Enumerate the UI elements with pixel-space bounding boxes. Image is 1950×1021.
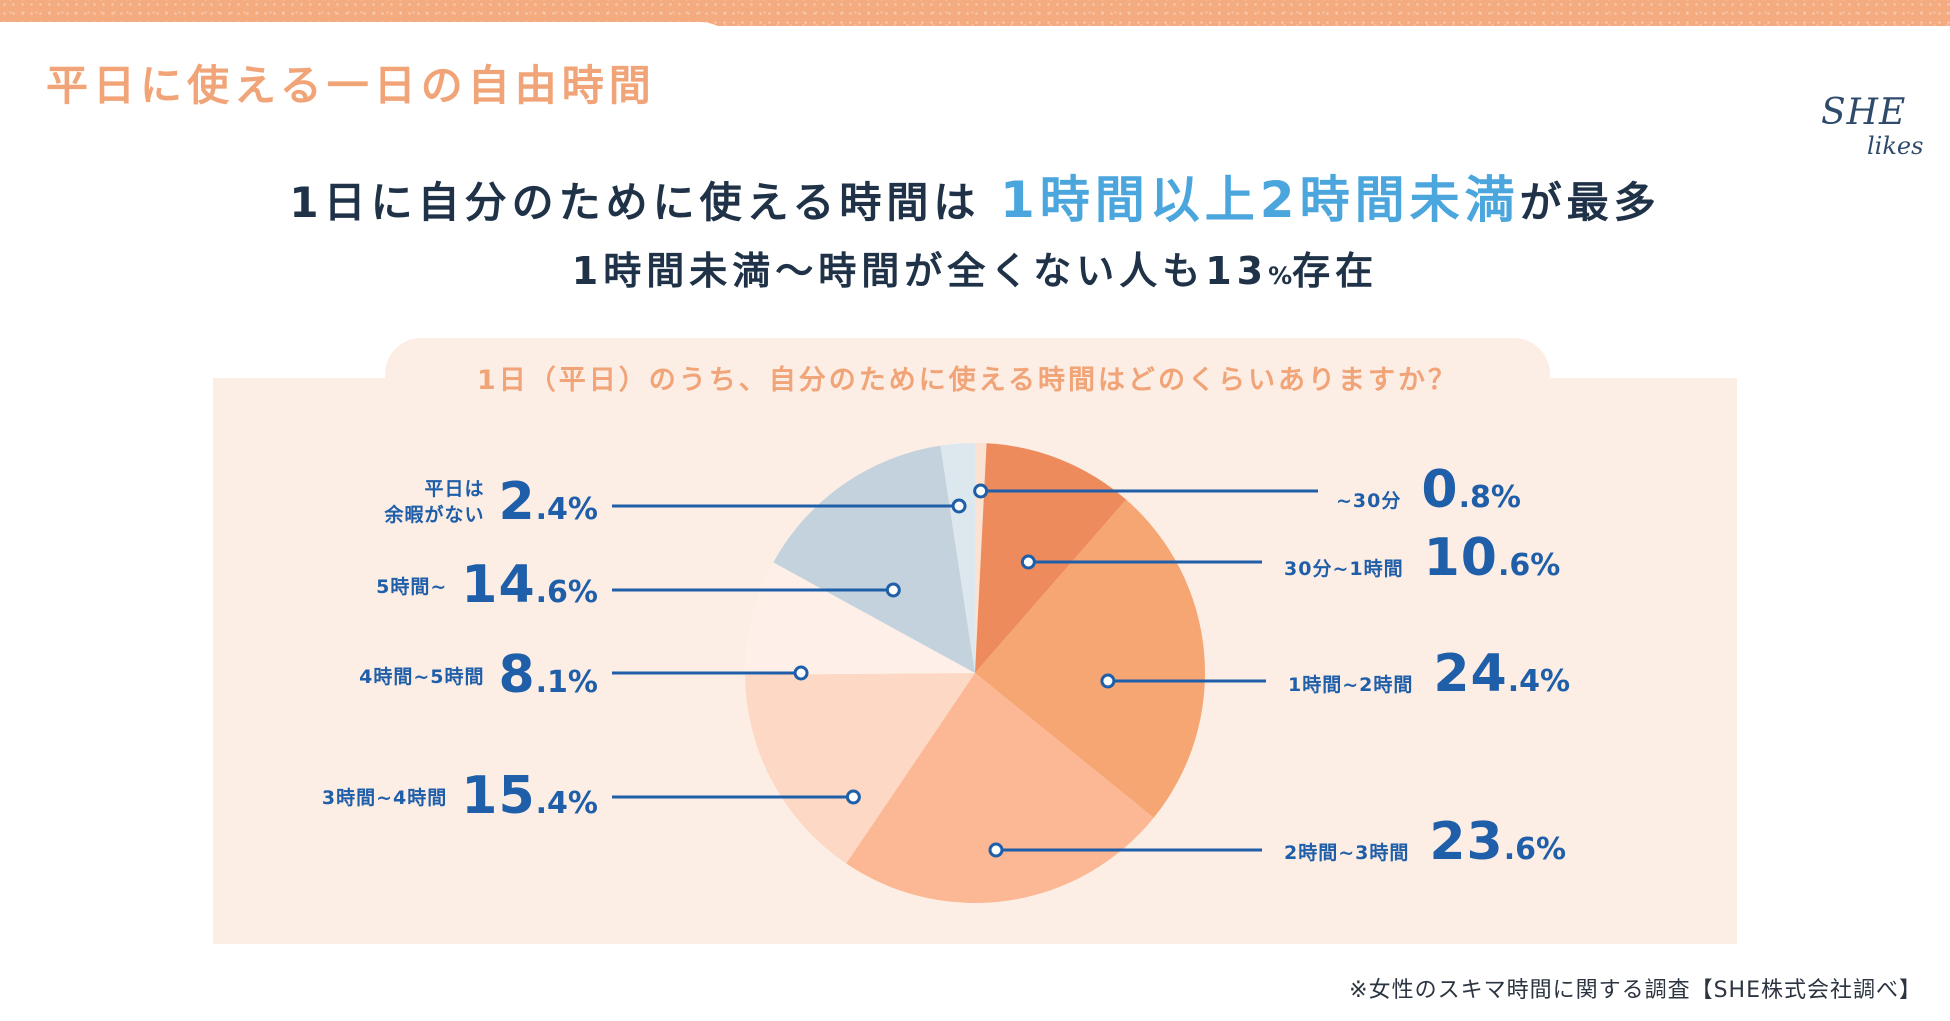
slice-4-value: 15.4% [461, 766, 598, 826]
label-slice-0: ~30分 0.8% [1336, 460, 1521, 520]
slice-6-category: 5時間~ [376, 575, 448, 598]
leader-marker-3 [988, 842, 1004, 858]
slice-7-category-line1: 平日は [424, 478, 485, 500]
leader-marker-7 [951, 498, 967, 514]
slice-5-value-int: 8 [498, 645, 536, 705]
label-slice-4: 3時間~4時間 15.4% [322, 766, 598, 826]
pie-slice-2 [975, 499, 1205, 818]
headline-line-1: 1日に自分のために使える時間は 1時間以上2時間未満が最多 [0, 160, 1950, 232]
slice-7-value-int: 2 [498, 472, 536, 532]
label-slice-7: 平日は余暇がない 2.4% [384, 472, 598, 532]
slice-5-value-dec: .1% [535, 665, 598, 700]
source-footnote: ※女性のスキマ時間に関する調査【SHE株式会社調べ】 [1349, 978, 1922, 1003]
slice-1-value-dec: .6% [1497, 548, 1561, 583]
logo-she-text: SHE [1821, 92, 1907, 133]
headline-2-post: 存在 [1292, 249, 1379, 293]
pie-slice-1 [975, 443, 1127, 673]
headline-1-pre: 1日に自分のために使える時間は [289, 178, 981, 227]
slice-0-value: 0.8% [1421, 460, 1521, 520]
slice-4-value-dec: .4% [535, 786, 598, 821]
content-panel-top [740, 55, 1950, 105]
slice-0-value-dec: .8% [1458, 480, 1521, 515]
slice-3-value-int: 23 [1429, 812, 1504, 872]
title-tab [0, 22, 740, 102]
logo-likes-text: likes [1867, 132, 1924, 160]
slice-0-value-int: 0 [1421, 460, 1459, 520]
label-slice-2: 1時間~2時間 24.4% [1288, 644, 1570, 704]
slice-2-value-int: 24 [1433, 644, 1508, 704]
headline-1-highlight: 1時間以上2時間未満 [999, 171, 1520, 229]
label-slice-5: 4時間~5時間 8.1% [359, 645, 598, 705]
leader-marker-1 [1020, 554, 1036, 570]
label-slice-3: 2時間~3時間 23.6% [1284, 812, 1566, 872]
leader-marker-4 [845, 789, 861, 805]
slice-7-category: 平日は余暇がない [384, 476, 484, 528]
leader-marker-6 [885, 582, 901, 598]
slice-6-value-int: 14 [461, 555, 536, 615]
slice-3-value: 23.6% [1429, 812, 1566, 872]
slice-1-category: 30分~1時間 [1284, 558, 1404, 580]
leader-marker-2 [1100, 673, 1116, 689]
page-title: 平日に使える一日の自由時間 [46, 61, 656, 110]
slice-7-category-line2: 余暇がない [384, 504, 485, 526]
slice-6-value-dec: .6% [535, 575, 598, 610]
slice-1-value-int: 10 [1423, 528, 1498, 588]
slice-3-value-dec: .6% [1503, 832, 1567, 867]
headline-1-post: が最多 [1519, 178, 1661, 227]
slice-2-category: 1時間~2時間 [1288, 674, 1414, 696]
slice-0-category: ~30分 [1336, 490, 1402, 512]
slice-4-value-int: 15 [461, 766, 536, 826]
slice-5-category: 4時間~5時間 [359, 665, 485, 688]
she-likes-logo: SHE likes [1815, 92, 1925, 162]
pie-slice-0 [975, 443, 987, 673]
slice-7-value: 2.4% [498, 472, 598, 532]
slice-6-value: 14.6% [461, 555, 598, 615]
slice-7-value-dec: .4% [535, 492, 598, 527]
pie-slice-3 [846, 673, 1154, 903]
headline-line-2: 1時間未満〜時間が全くない人も13%存在 [0, 240, 1950, 295]
slice-1-value: 10.6% [1424, 528, 1561, 588]
pie-slice-6 [773, 445, 975, 673]
headline-2-pre: 1時間未満〜時間が全くない人も13 [571, 249, 1269, 293]
leader-marker-5 [793, 665, 809, 681]
question-tab [385, 338, 1550, 410]
slice-2-value: 24.4% [1433, 644, 1570, 704]
headline-2-pct: % [1268, 262, 1293, 290]
pie-slice-4 [745, 673, 975, 864]
chart-question: 1日（平日）のうち、自分のために使える時間はどのくらいありますか？ [477, 365, 1458, 396]
slice-5-value: 8.1% [498, 645, 598, 705]
slice-3-category: 2時間~3時間 [1284, 842, 1410, 864]
pie-slice-7 [940, 443, 975, 673]
slice-2-value-dec: .4% [1507, 664, 1571, 699]
label-slice-6: 5時間~ 14.6% [376, 555, 598, 615]
label-slice-1: 30分~1時間 10.6% [1284, 528, 1560, 588]
slice-4-category: 3時間~4時間 [321, 786, 448, 809]
leader-marker-0 [973, 483, 989, 499]
